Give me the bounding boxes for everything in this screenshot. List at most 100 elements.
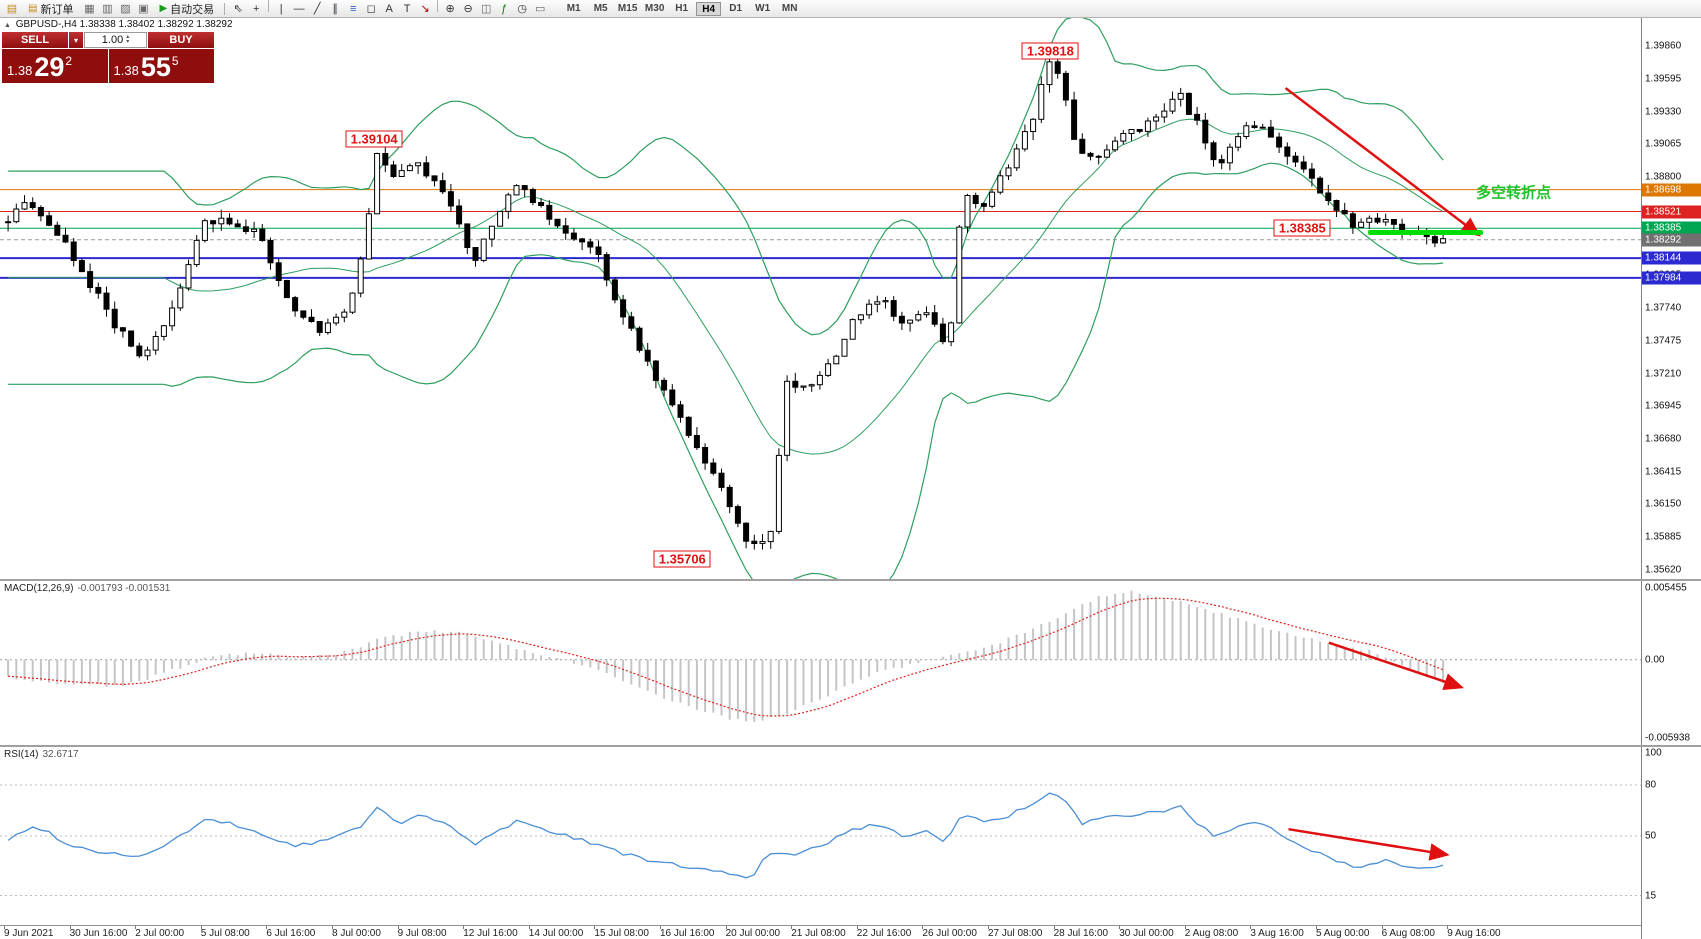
time-axis-label: 14 Jul 00:00	[528, 928, 584, 939]
rsi-trend-arrow[interactable]	[1288, 827, 1450, 861]
sell-button[interactable]: SELL	[2, 32, 68, 48]
support-highlight[interactable]	[1367, 229, 1484, 235]
panel-divider[interactable]	[0, 745, 1701, 747]
cursor-icon[interactable]: ⇖	[233, 3, 243, 16]
text-icon[interactable]: A	[385, 3, 393, 16]
time-tick	[528, 926, 530, 929]
horizontal-line-icon[interactable]: —	[293, 3, 305, 16]
axis-label: 1.39860	[1645, 40, 1682, 52]
templates-icon[interactable]: ▭	[534, 3, 546, 16]
spinner-up-icon[interactable]: ▴	[126, 34, 130, 40]
timeframe-m30-button[interactable]: M30	[644, 2, 665, 14]
macd-trend-arrow[interactable]	[1328, 641, 1465, 690]
time-tick	[594, 926, 596, 929]
rsi-panel[interactable]: RSI(14) 32.6717	[0, 747, 1641, 925]
price-tag: 1.37984	[1642, 271, 1701, 285]
price-flag[interactable]: 1.38385	[1273, 219, 1331, 237]
timeframe-d1-button[interactable]: D1	[729, 2, 743, 14]
sell-price-display[interactable]: 1.38 29 2	[2, 49, 108, 83]
buy-price-sup: 5	[171, 54, 179, 68]
price-chart-canvas[interactable]	[0, 18, 1641, 579]
time-tick	[1053, 926, 1055, 929]
timeframe-m1-button[interactable]: M1	[566, 2, 581, 14]
sell-price-sup: 2	[65, 54, 73, 68]
new-order-button[interactable]: ▤ 新订单	[22, 1, 79, 16]
time-tick	[69, 926, 71, 929]
price-axis[interactable]: 1.39860 1.39595 1.39330 1.39065 1.38800 1.385…	[1641, 18, 1701, 939]
new-chart-icon[interactable]: ▤	[6, 3, 18, 15]
time-axis-label: 6 Aug 08:00	[1381, 928, 1435, 939]
time-axis-label: 26 Jul 00:00	[922, 928, 977, 939]
rsi-canvas[interactable]	[0, 747, 1641, 925]
trend-arrow[interactable]	[1284, 87, 1481, 237]
panel-divider[interactable]	[0, 579, 1701, 581]
label-icon[interactable]: T	[403, 3, 411, 16]
time-axis-label: 22 Jul 16:00	[856, 928, 912, 939]
chart-tools-group: ⇖ + | — ╱ ∥ ≡ ◻ A T ↘ ⊕ ⊖ ◫ ƒ ◷ ▭	[229, 0, 549, 17]
spinner-down-icon[interactable]: ▾	[126, 39, 130, 45]
one-click-trading-widget: SELL ▾ 1.00 ▴ ▾ BUY 1.38 29 2	[2, 32, 214, 84]
channel-icon[interactable]: ∥	[332, 3, 338, 16]
buy-button[interactable]: BUY	[148, 32, 214, 48]
time-tick	[1119, 926, 1121, 929]
buy-price-main: 1.38	[113, 63, 139, 78]
axis-label: 1.36680	[1645, 433, 1682, 445]
buy-price-display[interactable]: 1.38 55 5	[108, 49, 214, 83]
timeframe-w1-button[interactable]: W1	[755, 2, 771, 14]
shapes-icon[interactable]: ◻	[366, 3, 376, 16]
timeframe-h4-button[interactable]: H4	[696, 1, 722, 16]
fibonacci-icon[interactable]: ≡	[349, 3, 357, 16]
lot-value: 1.00	[101, 34, 124, 46]
time-tick	[922, 926, 924, 929]
price-flag[interactable]: 1.39818	[1021, 42, 1079, 60]
lot-spinner[interactable]: ▴ ▾	[126, 34, 130, 45]
axis-label: 1.39065	[1645, 138, 1682, 150]
price-flag[interactable]: 1.35706	[653, 550, 711, 568]
time-tick	[725, 926, 727, 929]
macd-canvas[interactable]	[0, 581, 1641, 745]
time-axis-label: 5 Jul 08:00	[200, 928, 250, 939]
time-axis-label: 5 Aug 00:00	[1316, 928, 1370, 939]
toolbar-separator	[437, 0, 439, 13]
arrow-tool-icon[interactable]: ↘	[420, 3, 430, 16]
zoom-out-icon[interactable]: ⊖	[463, 3, 473, 16]
time-tick	[332, 926, 333, 929]
price-flag[interactable]: 1.39104	[345, 130, 403, 148]
navigator-icon[interactable]: ▣	[138, 3, 149, 15]
time-axis-label: 8 Jul 00:00	[332, 928, 381, 939]
time-axis-label: 12 Jul 16:00	[463, 928, 518, 939]
timeframe-mn-button[interactable]: MN	[781, 2, 798, 14]
timeframe-m5-button[interactable]: M5	[593, 2, 608, 14]
axis-label: 1.35885	[1645, 531, 1682, 543]
crosshair-icon[interactable]: +	[252, 3, 260, 16]
zoom-in-icon[interactable]: ⊕	[445, 3, 455, 16]
timeframe-h1-button[interactable]: H1	[675, 2, 689, 14]
ohlc-values: 1.38338 1.38402 1.38292 1.38292	[79, 19, 233, 30]
market-watch-icon[interactable]: ▥	[102, 3, 113, 15]
auto-trading-button[interactable]: ▶ 自动交易	[153, 1, 220, 16]
tile-windows-icon[interactable]: ◫	[480, 3, 492, 16]
time-axis-label: 16 Jul 16:00	[660, 928, 715, 939]
macd-panel[interactable]: MACD(12,26,9) -0.001793 -0.001531	[0, 581, 1641, 745]
periods-icon[interactable]: ◷	[517, 3, 527, 16]
trendline-icon[interactable]: ╱	[313, 3, 321, 16]
time-tick	[4, 926, 5, 929]
lot-size-input[interactable]: 1.00 ▴ ▾	[84, 32, 147, 48]
timeframe-m15-button[interactable]: M15	[617, 2, 638, 14]
profiles-icon[interactable]: ▦	[84, 3, 95, 15]
time-axis-label: 2 Aug 08:00	[1184, 928, 1239, 939]
candles	[5, 57, 1447, 550]
axis-label: 1.39595	[1645, 73, 1682, 85]
order-dropdown-caret-icon[interactable]: ▾	[69, 32, 83, 48]
time-axis-label: 30 Jun 16:00	[69, 928, 128, 939]
time-axis[interactable]: 9 Jun 2021 30 Jun 16:00 2 Jul 00:00 5 Jul 0…	[0, 925, 1641, 939]
indicators-icon[interactable]: ƒ	[501, 3, 508, 16]
time-tick	[660, 926, 661, 929]
axis-label: 1.35620	[1645, 564, 1682, 576]
axis-label: 1.36415	[1645, 466, 1682, 478]
data-window-icon[interactable]: ▨	[120, 3, 131, 15]
main-chart-panel[interactable]: ▲ GBPUSD-,H4 1.38338 1.38402 1.38292 1.3…	[0, 18, 1641, 579]
toolbar: ▤ ▤ 新订单 ▦ ▥ ▨ ▣ ▶ 自动交易 ⇖ + | — ╱ ∥ ≡ ◻ A T ↘ ⊕ ⊖ ◫ ƒ ◷ ▭ M1…	[0, 0, 1701, 18]
vertical-line-icon[interactable]: |	[279, 3, 283, 16]
annotation-text[interactable]: 多空转折点	[1476, 184, 1552, 202]
